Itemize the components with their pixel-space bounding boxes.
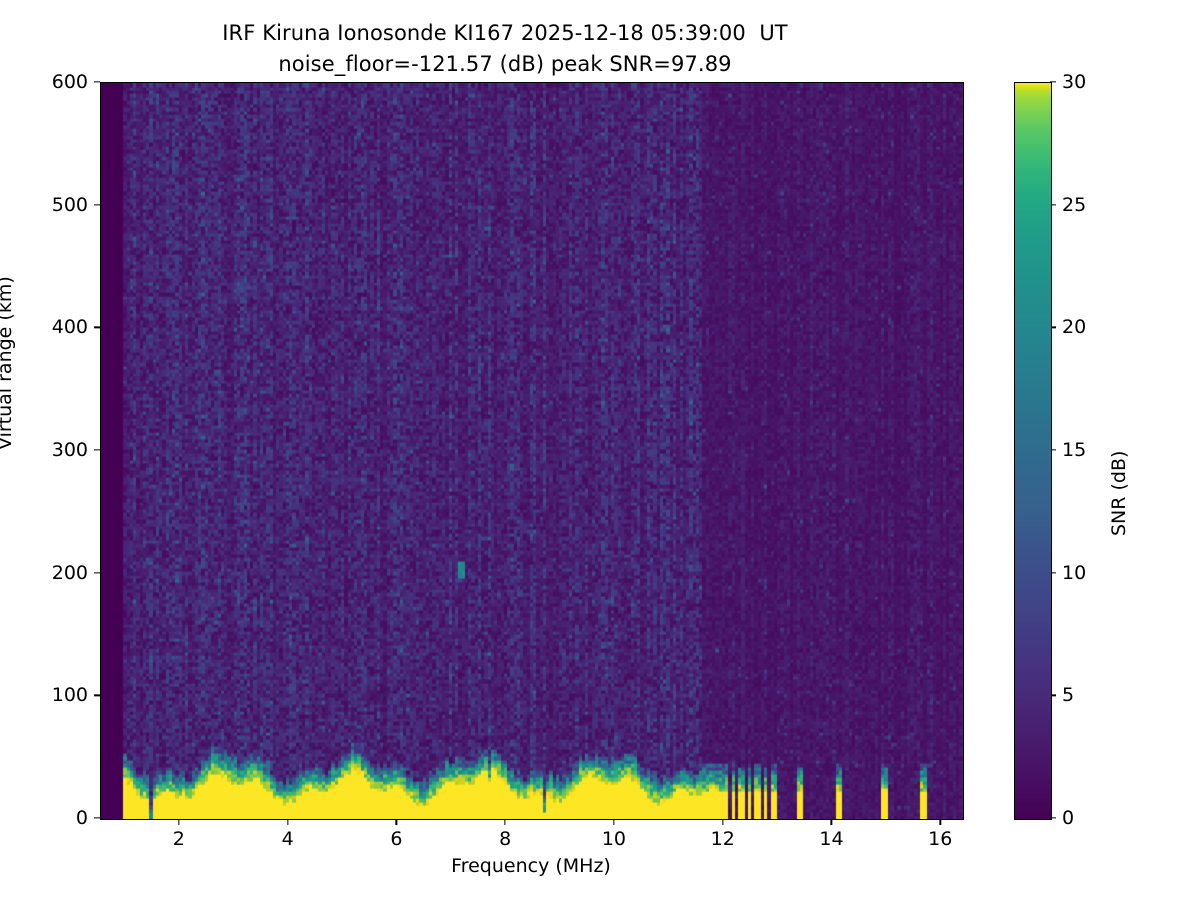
colorbar-tick-mark-20 — [1050, 326, 1056, 328]
y-tick-label-500: 500 — [51, 193, 88, 216]
x-tick-mark-6 — [395, 819, 398, 825]
y-tick-mark-0 — [94, 817, 100, 819]
x-tick-label-8: 8 — [499, 828, 512, 850]
y-tick-label-300: 300 — [51, 439, 88, 461]
x-tick-mark-10 — [613, 819, 615, 825]
title-line-1: IRF Kiruna Ionosonde KI167 2025-12-18 05… — [222, 21, 788, 45]
colorbar-tick-mark-0 — [1050, 817, 1056, 819]
colorbar-tick-mark-5 — [1050, 694, 1056, 696]
colorbar-tick-label-25: 25 — [1062, 193, 1087, 216]
x-tick-label-16: 16 — [928, 828, 953, 850]
colorbar — [1014, 82, 1052, 820]
colorbar-label: SNR (dB) — [1108, 450, 1130, 536]
y-tick-label-100: 100 — [51, 684, 88, 707]
title-line-2: noise_floor=-121.57 (dB) peak SNR=97.89 — [278, 52, 732, 76]
y-tick-label-200: 200 — [51, 561, 88, 584]
ionogram-heatmap-canvas — [101, 83, 963, 819]
x-tick-label-4: 4 — [281, 828, 294, 850]
y-tick-label-0: 0 — [75, 807, 88, 829]
colorbar-tick-label-20: 20 — [1062, 316, 1087, 339]
y-tick-mark-600 — [94, 81, 100, 83]
y-axis-label: Virtual range (km) — [0, 276, 16, 450]
x-tick-label-10: 10 — [601, 828, 627, 850]
y-tick-label-400: 400 — [51, 316, 88, 339]
x-tick-mark-4 — [286, 819, 289, 825]
colorbar-tick-label-0: 0 — [1062, 807, 1075, 829]
y-tick-mark-500 — [94, 204, 100, 206]
colorbar-tick-mark-30 — [1050, 81, 1056, 83]
colorbar-tick-label-30: 30 — [1062, 71, 1087, 93]
x-tick-label-2: 2 — [172, 828, 185, 850]
y-tick-mark-300 — [94, 449, 100, 451]
figure-title: IRF Kiruna Ionosonde KI167 2025-12-18 05… — [0, 18, 1010, 80]
x-tick-mark-14 — [830, 819, 833, 825]
y-tick-mark-400 — [94, 326, 100, 328]
x-tick-mark-16 — [939, 819, 941, 825]
x-tick-mark-12 — [722, 819, 724, 825]
colorbar-tick-label-15: 15 — [1062, 439, 1087, 461]
y-tick-mark-100 — [94, 694, 100, 696]
colorbar-tick-mark-15 — [1050, 449, 1056, 451]
heatmap-plot-area — [100, 82, 964, 820]
y-tick-label-600: 600 — [51, 71, 88, 93]
x-tick-mark-2 — [178, 819, 180, 825]
y-tick-mark-200 — [94, 572, 100, 574]
x-tick-label-12: 12 — [710, 828, 735, 850]
x-tick-label-6: 6 — [390, 828, 403, 850]
colorbar-tick-mark-10 — [1050, 572, 1056, 574]
colorbar-tick-label-5: 5 — [1062, 684, 1075, 707]
x-axis-label: Frequency (MHz) — [451, 855, 611, 877]
x-tick-label-14: 14 — [819, 828, 844, 850]
colorbar-tick-label-10: 10 — [1062, 561, 1087, 584]
x-tick-mark-8 — [504, 819, 506, 825]
colorbar-tick-mark-25 — [1050, 204, 1056, 206]
